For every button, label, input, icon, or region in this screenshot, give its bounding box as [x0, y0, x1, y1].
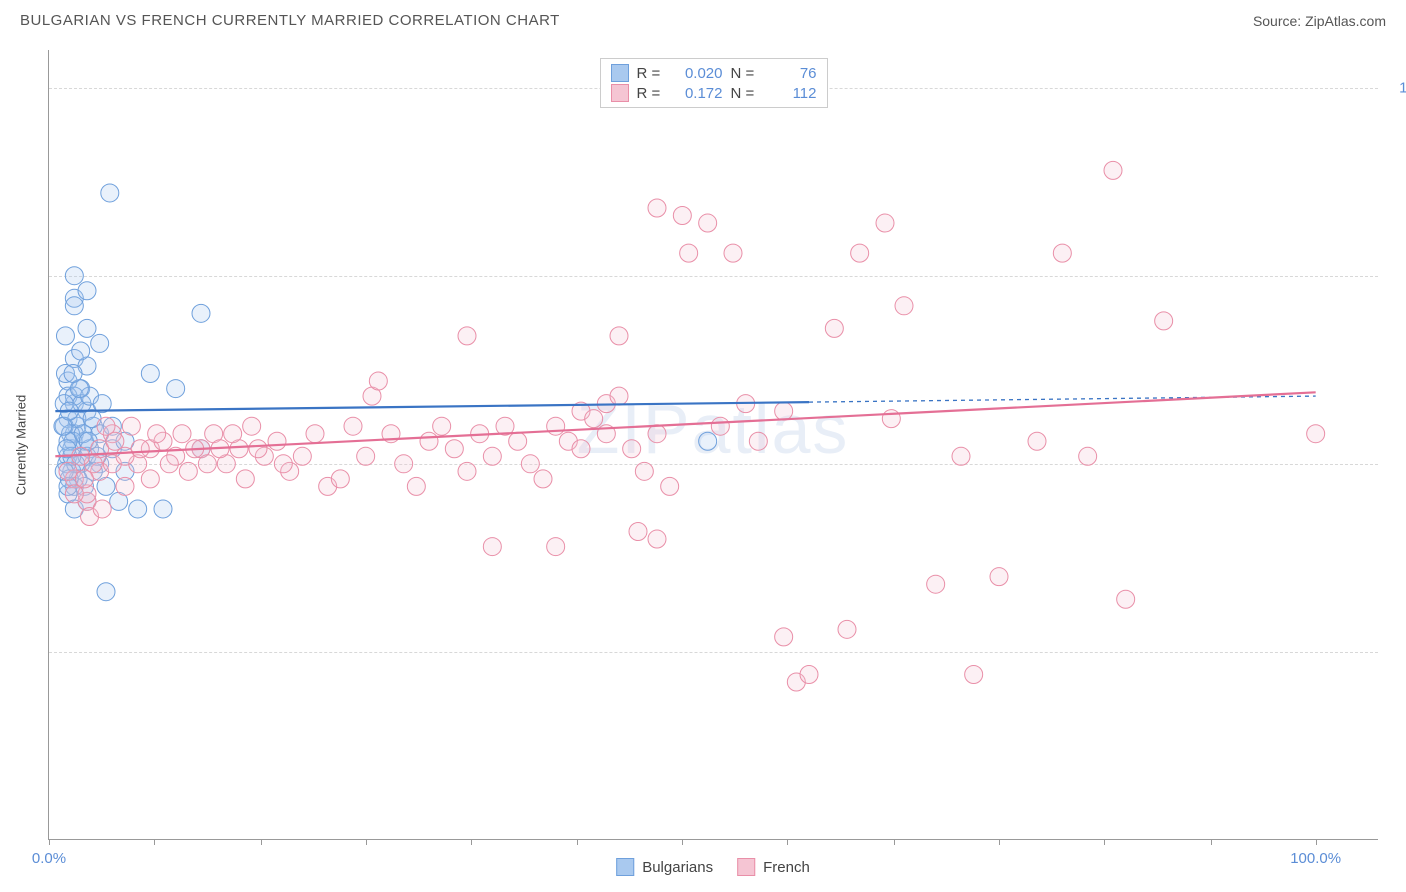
x-tick-label: 0.0%: [32, 850, 66, 867]
series-legend: Bulgarians French: [616, 858, 810, 876]
swatch-french: [611, 84, 629, 102]
y-tick-label: 100.0%: [1390, 79, 1406, 96]
legend-item-french: French: [737, 858, 810, 876]
y-axis-label: Currently Married: [14, 394, 29, 494]
swatch-french-icon: [737, 858, 755, 876]
legend-row-french: R =0.172 N =112: [611, 83, 817, 103]
swatch-bulgarians: [611, 64, 629, 82]
n-value-french: 112: [765, 85, 817, 102]
scatter-plot-svg: [49, 50, 1379, 840]
y-tick-label: 75.0%: [1390, 267, 1406, 284]
legend-item-bulgarians: Bulgarians: [616, 858, 713, 876]
legend-label-bulgarians: Bulgarians: [642, 859, 713, 876]
plot-area: Currently Married R =0.020 N =76 R =0.17…: [48, 50, 1378, 840]
swatch-bulgarians-icon: [616, 858, 634, 876]
correlation-legend: R =0.020 N =76 R =0.172 N =112: [600, 58, 828, 108]
n-value-bulgarians: 76: [765, 65, 817, 82]
x-tick-label: 100.0%: [1290, 850, 1341, 867]
y-tick-label: 25.0%: [1390, 643, 1406, 660]
chart-container: ZIPatlas Currently Married R =0.020 N =7…: [48, 50, 1378, 840]
legend-row-bulgarians: R =0.020 N =76: [611, 63, 817, 83]
source-attribution: Source: ZipAtlas.com: [1253, 13, 1386, 29]
legend-label-french: French: [763, 859, 810, 876]
y-tick-label: 50.0%: [1390, 455, 1406, 472]
chart-title: BULGARIAN VS FRENCH CURRENTLY MARRIED CO…: [20, 12, 560, 29]
r-value-french: 0.172: [671, 85, 723, 102]
chart-header: BULGARIAN VS FRENCH CURRENTLY MARRIED CO…: [0, 0, 1406, 33]
r-value-bulgarians: 0.020: [671, 65, 723, 82]
